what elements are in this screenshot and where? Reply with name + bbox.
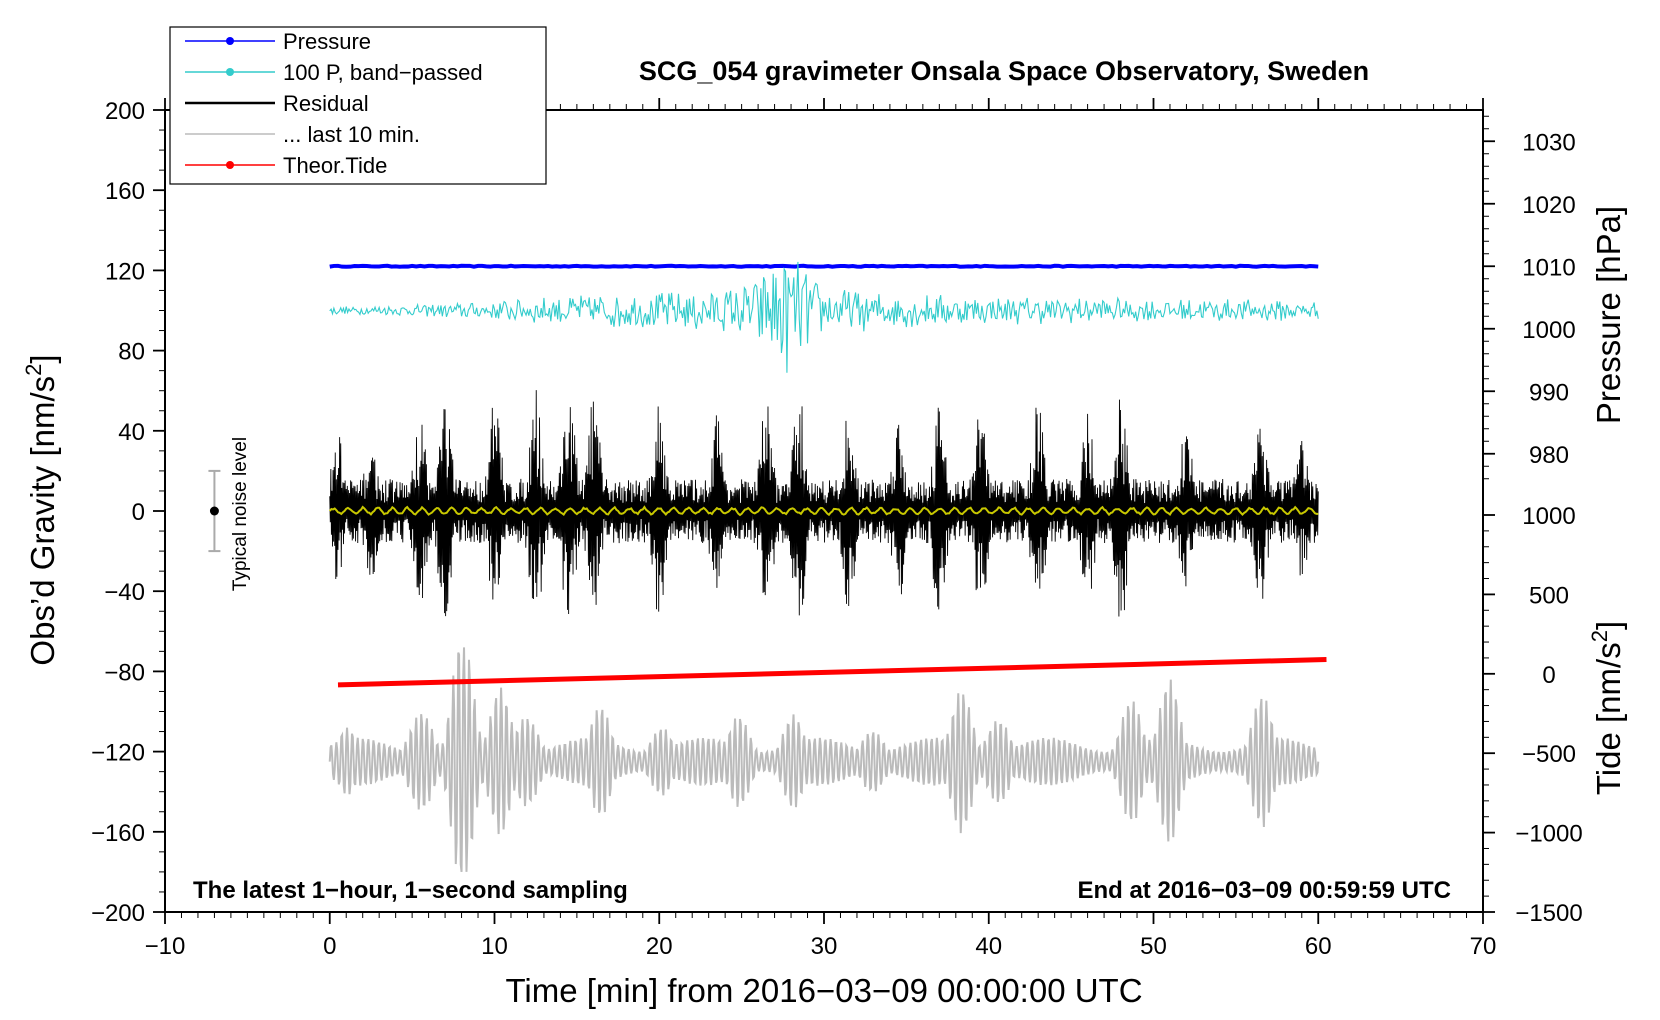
y-axis-label-gravity-end: ] [24, 354, 61, 363]
y-tide-tick-label: −500 [1522, 741, 1576, 768]
legend-item-last-10-min-label: ... last 10 min. [283, 122, 420, 147]
y-tide-tick-label: 0 [1542, 662, 1555, 689]
series-theor-tide-line [337, 657, 1327, 688]
x-tick-label: 70 [1470, 933, 1497, 960]
series-100-p-band-passed-line [329, 261, 1319, 373]
x-tick-label: 60 [1305, 933, 1332, 960]
y-axis-label-gravity-main: Obs’d Gravity [nm/s [24, 376, 61, 666]
y-left-tick-label: −160 [91, 820, 145, 847]
y-axis-label-tide-end: ] [1590, 621, 1627, 630]
series-residual-line [329, 390, 1319, 617]
legend-item-pressure-marker [226, 37, 234, 45]
annotation-end-time: End at 2016−03−09 00:59:59 UTC [1077, 877, 1451, 904]
series-pressure-line [329, 263, 1319, 269]
y-left-tick-label: −40 [104, 579, 145, 606]
x-tick-label: 30 [811, 933, 838, 960]
x-axis-label: Time [min] from 2016−03−09 00:00:00 UTC [505, 972, 1142, 1009]
y-left-tick-label: 0 [132, 499, 145, 526]
legend-item-100-p-band-passed-label: 100 P, band−passed [283, 60, 483, 85]
legend-item-theor-tide: Theor.Tide [185, 153, 387, 178]
x-tick-label: 0 [323, 933, 336, 960]
y-tide-tick-label: 1000 [1522, 503, 1575, 530]
x-tick-label: −10 [145, 933, 186, 960]
y-left-tick-label: −200 [91, 900, 145, 927]
y-axis-label-gravity-sup: 2 [21, 364, 46, 376]
y-left-tick-label: −80 [104, 659, 145, 686]
x-tick-label: 20 [646, 933, 673, 960]
legend-item-residual: Residual [185, 91, 369, 116]
y-pressure-tick-label: 1000 [1522, 317, 1575, 344]
y-tide-tick-label: −1500 [1515, 900, 1582, 927]
legend-item-residual-label: Residual [283, 91, 369, 116]
y-left-tick-label: 160 [105, 178, 145, 205]
y-axis-label-tide: Tide [nm/s2] [1587, 621, 1627, 795]
legend-item-100-p-band-passed: 100 P, band−passed [185, 60, 483, 85]
chart-title: SCG_054 gravimeter Onsala Space Observat… [639, 56, 1369, 86]
legend-box [169, 26, 547, 185]
series-layer [328, 261, 1327, 873]
y-axis-label-tide-sup: 2 [1587, 630, 1612, 642]
y-pressure-tick-label: 1030 [1522, 129, 1575, 156]
x-tick-label: 50 [1140, 933, 1167, 960]
annotation-latest-hour: The latest 1−hour, 1−second sampling [193, 877, 628, 904]
y-axis-label-pressure: Pressure [hPa] [1590, 206, 1627, 424]
series-residual-smoothed-line [328, 505, 1319, 517]
x-tick-label: 10 [481, 933, 508, 960]
noise-bar-center [209, 506, 219, 516]
noise-bar [208, 469, 221, 553]
y-pressure-tick-label: 1020 [1522, 192, 1575, 219]
y-tide-tick-label: 500 [1529, 582, 1569, 609]
noise-level-label: Typical noise level [230, 437, 251, 591]
y-left-tick-label: 200 [105, 98, 145, 125]
legend-item-pressure-label: Pressure [283, 29, 371, 54]
axes-layer: −10 0 10 20 30 40 50 60 7020016012080400−40−80−1… [91, 98, 1583, 960]
legend: Pressure 100 P, band−passed Residual ... la… [169, 26, 547, 185]
y-pressure-tick-label: 980 [1529, 442, 1569, 469]
legend-item-theor-tide-marker [226, 161, 234, 169]
legend-item-theor-tide-label: Theor.Tide [283, 153, 387, 178]
legend-item-pressure: Pressure [185, 29, 371, 54]
x-tick-label: 40 [975, 933, 1002, 960]
legend-item-100-p-band-passed-marker [226, 68, 234, 76]
y-left-tick-label: 120 [105, 258, 145, 285]
y-axis-label-gravity: Obs’d Gravity [nm/s2] [21, 354, 61, 665]
y-pressure-tick-label: 1010 [1522, 254, 1575, 281]
legend-item-last-10-min: ... last 10 min. [185, 122, 420, 147]
y-left-tick-label: 80 [118, 339, 145, 366]
y-axis-label-tide-main: Tide [nm/s [1590, 642, 1627, 795]
y-tide-tick-label: −1000 [1515, 821, 1582, 848]
y-pressure-tick-label: 990 [1529, 379, 1569, 406]
y-left-tick-label: 40 [118, 419, 145, 446]
series-last-10-min-line [328, 647, 1320, 873]
y-left-tick-label: −120 [91, 740, 145, 767]
